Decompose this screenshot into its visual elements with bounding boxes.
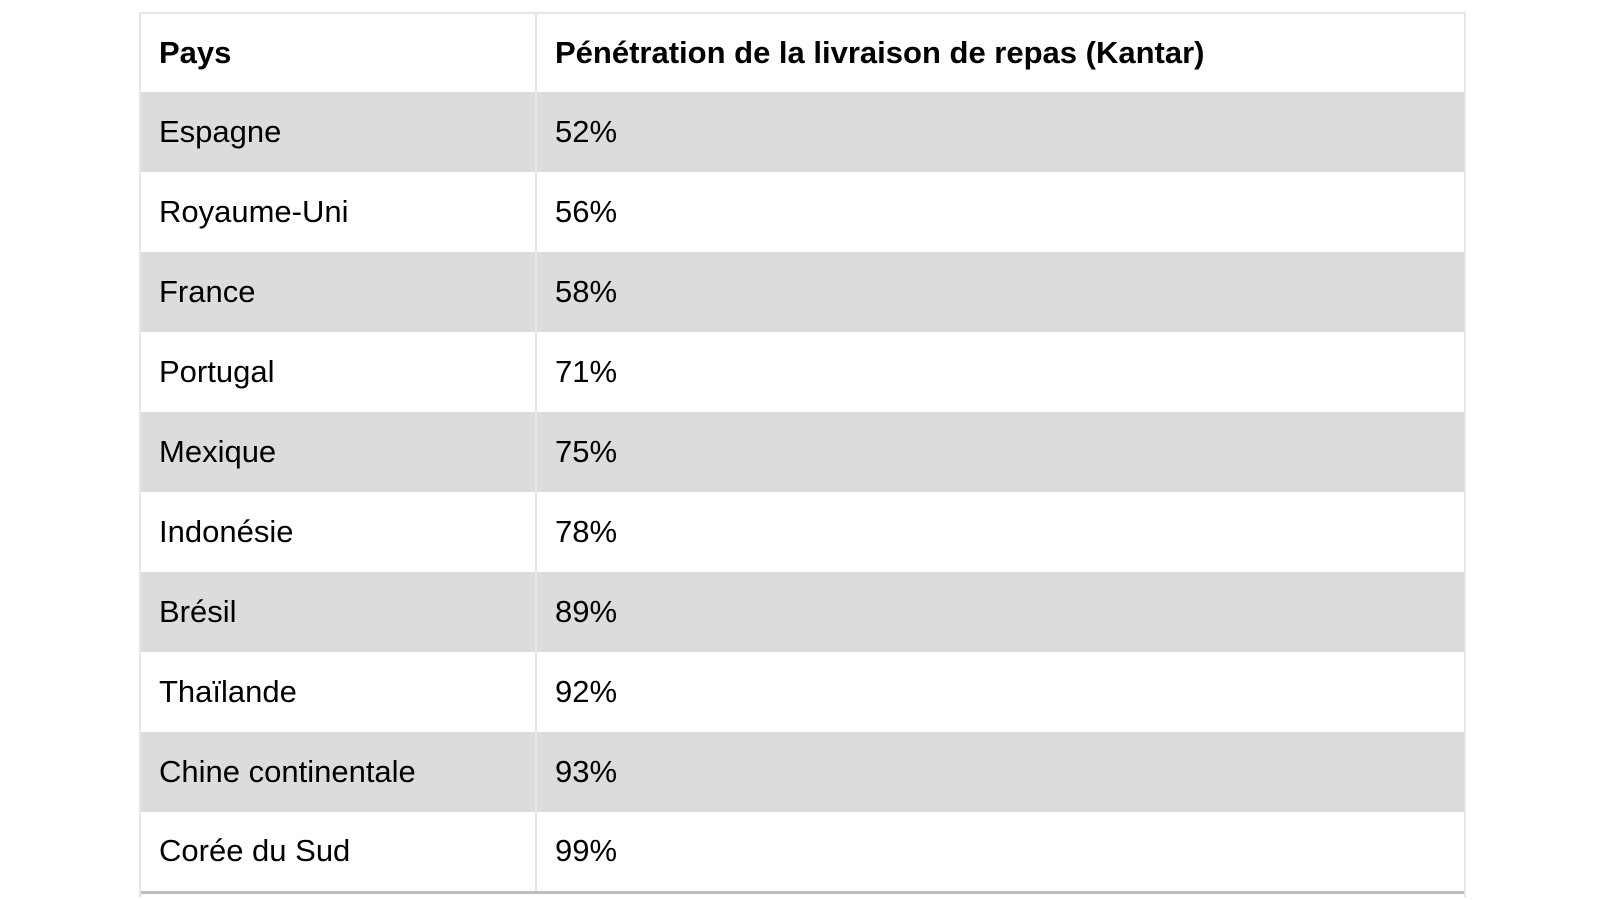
table-row: Espagne 52% [141, 92, 1464, 172]
table-header: Pays Pénétration de la livraison de repa… [141, 14, 1464, 92]
penetration-table-container: Pays Pénétration de la livraison de repa… [139, 12, 1466, 897]
country-cell: Royaume-Uni [141, 172, 537, 252]
table-row: Corée du Sud 99% [141, 812, 1464, 894]
penetration-value-cell: 93% [536, 732, 1464, 812]
penetration-table: Pays Pénétration de la livraison de repa… [141, 14, 1464, 894]
country-cell: Portugal [141, 332, 537, 412]
penetration-value-cell: 99% [536, 812, 1464, 894]
penetration-value-cell: 78% [536, 492, 1464, 572]
table-row: Royaume-Uni 56% [141, 172, 1464, 252]
table-row: France 58% [141, 252, 1464, 332]
penetration-value-cell: 56% [536, 172, 1464, 252]
penetration-value-cell: 52% [536, 92, 1464, 172]
table-row: Mexique 75% [141, 412, 1464, 492]
penetration-value-cell: 71% [536, 332, 1464, 412]
header-country: Pays [141, 14, 537, 92]
header-row: Pays Pénétration de la livraison de repa… [141, 14, 1464, 92]
penetration-value-cell: 58% [536, 252, 1464, 332]
penetration-value-cell: 92% [536, 652, 1464, 732]
country-cell: Brésil [141, 572, 537, 652]
penetration-value-cell: 75% [536, 412, 1464, 492]
country-cell: Mexique [141, 412, 537, 492]
table-row: Indonésie 78% [141, 492, 1464, 572]
country-cell: Indonésie [141, 492, 537, 572]
country-cell: Thaïlande [141, 652, 537, 732]
table-row: Brésil 89% [141, 572, 1464, 652]
country-cell: France [141, 252, 537, 332]
header-penetration: Pénétration de la livraison de repas (Ka… [536, 14, 1464, 92]
country-cell: Espagne [141, 92, 537, 172]
country-cell: Corée du Sud [141, 812, 537, 894]
table-row: Portugal 71% [141, 332, 1464, 412]
table-body: Espagne 52% Royaume-Uni 56% France 58% Portuga… [141, 92, 1464, 894]
penetration-value-cell: 89% [536, 572, 1464, 652]
table-row: Thaïlande 92% [141, 652, 1464, 732]
country-cell: Chine continentale [141, 732, 537, 812]
table-row: Chine continentale 93% [141, 732, 1464, 812]
